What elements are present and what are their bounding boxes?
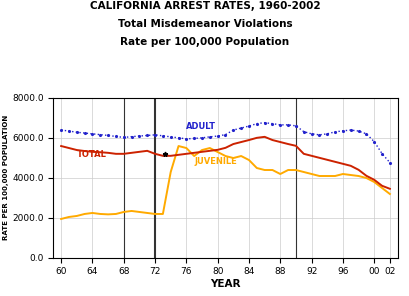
X-axis label: YEAR: YEAR <box>210 279 240 289</box>
Text: Total Misdemeanor Violations: Total Misdemeanor Violations <box>117 19 292 29</box>
Text: JUVENILE: JUVENILE <box>194 157 236 166</box>
Text: ADULT: ADULT <box>186 122 216 131</box>
Text: CALIFORNIA ARREST RATES, 1960-2002: CALIFORNIA ARREST RATES, 1960-2002 <box>90 1 319 12</box>
Text: TOTAL: TOTAL <box>76 149 106 159</box>
Y-axis label: RATE PER 100,000 POPULATION: RATE PER 100,000 POPULATION <box>3 115 9 240</box>
Text: Rate per 100,000 Population: Rate per 100,000 Population <box>120 37 289 47</box>
